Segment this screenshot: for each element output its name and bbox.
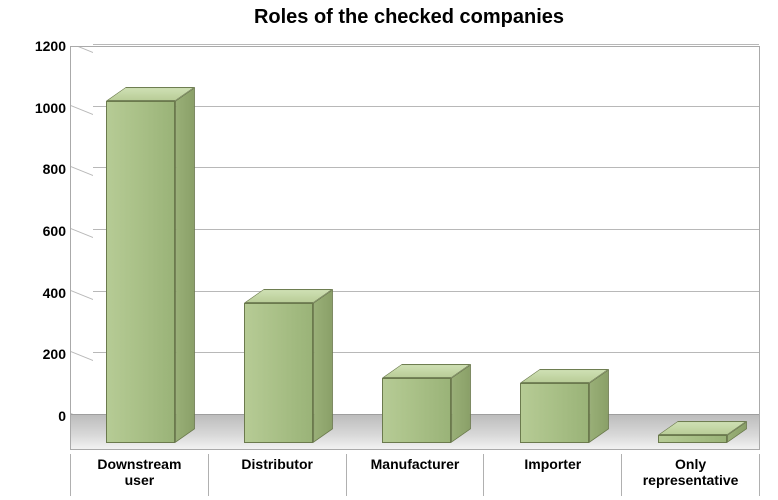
bar [520, 369, 589, 443]
bar-front [244, 303, 313, 443]
bar-side [313, 289, 333, 443]
bars-layer [71, 47, 759, 443]
chart-title: Roles of the checked companies [0, 6, 778, 29]
x-axis-labels: DownstreamuserDistributorManufacturerImp… [70, 454, 760, 496]
bar-side [175, 87, 195, 443]
bar [658, 421, 727, 443]
y-tick-label: 0 [6, 408, 66, 424]
bar-front [520, 383, 589, 443]
y-tick-label: 600 [6, 223, 66, 239]
bar [106, 87, 175, 443]
gridline [93, 44, 759, 45]
bar-front [658, 435, 727, 443]
y-tick-label: 200 [6, 346, 66, 362]
x-category-label: Onlyrepresentative [622, 454, 760, 496]
y-tick-label: 1200 [6, 38, 66, 54]
y-tick-label: 1000 [6, 100, 66, 116]
bar [382, 364, 451, 443]
chart-container: Roles of the checked companies Downstrea… [0, 0, 778, 500]
y-tick-label: 800 [6, 161, 66, 177]
x-category-label: Manufacturer [347, 454, 485, 496]
bar [244, 289, 313, 443]
y-tick-label: 400 [6, 285, 66, 301]
x-category-label: Importer [484, 454, 622, 496]
x-category-label: Distributor [209, 454, 347, 496]
bar-front [382, 378, 451, 443]
x-category-label: Downstreamuser [70, 454, 209, 496]
bar-front [106, 101, 175, 443]
plot-area [70, 46, 760, 450]
